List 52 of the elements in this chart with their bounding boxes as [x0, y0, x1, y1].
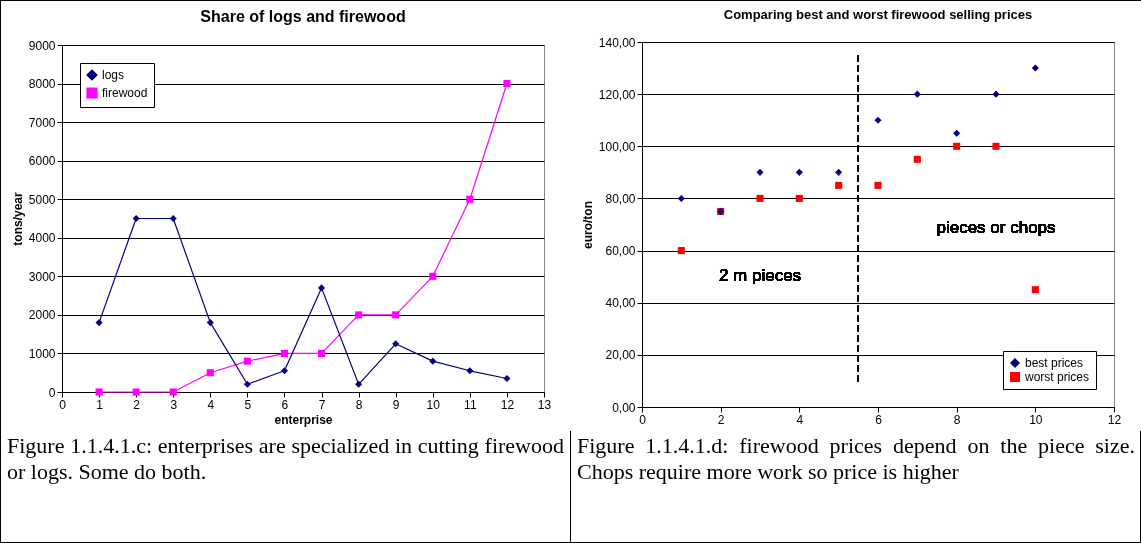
y-tick-label: 100,00	[598, 139, 636, 154]
x-tick-label: 11	[464, 397, 477, 412]
y-tick-label: 20,00	[605, 348, 636, 363]
x-axis-title: enterprise	[274, 412, 333, 427]
x-tick-label: 2	[133, 397, 141, 412]
y-axis-title: tons/year	[10, 191, 25, 246]
y-tick-label: 4000	[28, 231, 56, 246]
y-tick-label: 6000	[28, 154, 56, 169]
y-tick-label: 40,00	[605, 296, 636, 311]
x-tick-label: 4	[207, 397, 215, 412]
x-tick-label: 0	[639, 412, 647, 427]
x-tick-label: 4	[796, 412, 804, 427]
x-tick-label: 12	[500, 397, 515, 412]
y-axis-title: euro/ton	[580, 201, 595, 249]
y-tick-label: 7000	[28, 115, 56, 130]
chart-title: Share of logs and firewood	[200, 8, 406, 25]
y-tick-label: 5000	[28, 192, 56, 207]
x-tick-label: 10	[426, 397, 441, 412]
x-tick-label: 12	[1107, 412, 1122, 427]
x-tick-label: 8	[953, 412, 961, 427]
y-tick-label: 0,00	[612, 400, 636, 415]
y-tick-label: 2000	[28, 308, 56, 323]
y-tick-label: 9000	[28, 38, 56, 53]
x-tick-label: 10	[1029, 412, 1043, 427]
x-tick-label: 3	[170, 397, 178, 412]
x-tick-label: 0	[59, 397, 67, 412]
x-tick-label: 6	[875, 412, 883, 427]
x-tick-label: 5	[244, 397, 252, 412]
x-tick-label: 9	[392, 397, 400, 412]
legend-label: logs	[102, 68, 125, 82]
chart-title: Comparing best and worst firewood selling prices	[723, 7, 1033, 22]
caption: Figure 1.1.4.1.c: enterprises are specialized in cutting firewood or logs. Some do both.	[6, 432, 565, 486]
y-tick-label: 8000	[28, 77, 56, 92]
annotation: pieces or chops	[936, 218, 1056, 238]
x-tick-label: 1	[96, 397, 104, 412]
x-tick-label: 8	[355, 397, 363, 412]
y-tick-label: 80,00	[605, 191, 636, 206]
y-tick-label: 3000	[28, 269, 56, 284]
legend-label: firewood	[102, 86, 148, 100]
legend-label: best prices	[1025, 356, 1084, 370]
y-tick-label: 1000	[28, 346, 56, 361]
y-tick-label: 0	[48, 385, 56, 400]
x-tick-label: 13	[537, 397, 552, 412]
x-tick-label: 7	[318, 397, 326, 412]
y-tick-label: 140,00	[598, 35, 636, 50]
legend-label: worst prices	[1024, 370, 1090, 384]
y-tick-label: 60,00	[605, 244, 636, 259]
y-tick-label: 120,00	[598, 87, 636, 102]
annotation: 2 m pieces	[718, 265, 802, 285]
caption: Figure 1.1.4.1.d: firewood prices depend on the piece size. Chops require more work so price is higher	[576, 432, 1136, 486]
x-tick-label: 2	[717, 412, 725, 427]
x-tick-label: 6	[281, 397, 289, 412]
